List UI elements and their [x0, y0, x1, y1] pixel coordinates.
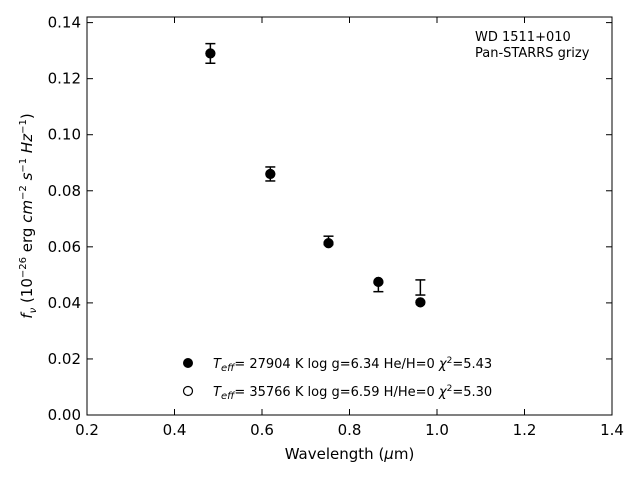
annotation-object: WD 1511+010: [475, 30, 571, 45]
y-tick-label: 0.08: [48, 182, 81, 200]
model-point-filled: [415, 297, 426, 308]
points-layer: [205, 48, 426, 308]
y-axis-label: fν (10−26 erg cm−2 s−1 Hz−1): [18, 113, 39, 318]
model-point-filled: [205, 48, 216, 59]
plot-frame: [86, 16, 613, 416]
errorbar-layer: [205, 42, 426, 296]
x-tick-label: 1.4: [600, 421, 624, 439]
ticks-layer: 0.2 0.4 0.6 0.8 1.0 1.2 1.4 0.00 0.02 0.04 0.06 0.0…: [48, 14, 624, 439]
y-tick-label: 0.14: [48, 14, 81, 32]
x-tick-label: 1.0: [425, 421, 449, 439]
model-point-filled: [373, 276, 384, 287]
x-tick-label: 1.2: [513, 421, 537, 439]
y-tick-label: 0.10: [48, 126, 81, 144]
model-point-filled: [323, 238, 334, 249]
x-tick-label: 0.6: [250, 421, 274, 439]
x-tick-label: 0.4: [163, 421, 187, 439]
legend-entry-1: Teff= 27904 K log g=6.34 He/H=0 χ2=5.43: [213, 356, 492, 374]
legend-marker-filled: [183, 358, 193, 368]
y-tick-label: 0.02: [48, 350, 81, 368]
annotation-filters: Pan-STARRS grizy: [475, 46, 590, 61]
legend-entry-2: Teff= 35766 K log g=6.59 H/He=0 χ2=5.30: [213, 384, 492, 402]
y-tick-label: 0.12: [48, 70, 81, 88]
legend-marker-open: [182, 385, 194, 397]
model-point-filled: [265, 168, 276, 179]
legend: Teff= 27904 K log g=6.34 He/H=0 χ2=5.43 …: [182, 356, 492, 402]
observed-errorbar: [415, 279, 426, 296]
y-tick-label: 0.04: [48, 294, 81, 312]
y-tick-label: 0.06: [48, 238, 81, 256]
y-tick-label: 0.00: [48, 406, 81, 424]
x-tick-label: 0.8: [338, 421, 362, 439]
x-tick-label: 0.2: [75, 421, 99, 439]
x-axis-label: Wavelength (μm): [285, 445, 415, 463]
